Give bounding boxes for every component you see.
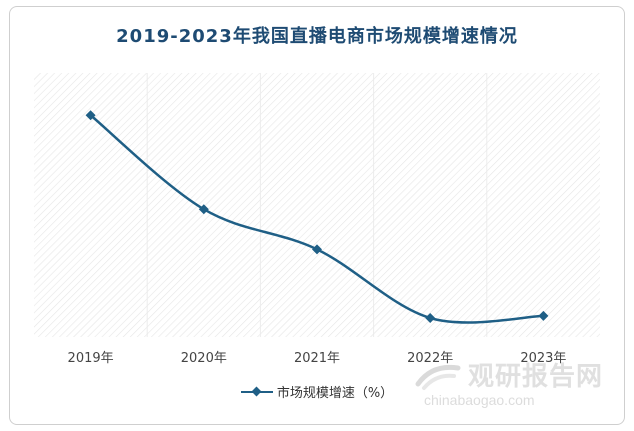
watermark: 观研报告网 chinabaogao.com <box>414 356 624 416</box>
legend-label: 市场规模增速（%） <box>276 386 394 401</box>
data-point <box>85 110 96 121</box>
brand-logo-icon <box>415 364 461 390</box>
legend-item: 市场规模增速（%） <box>240 382 394 401</box>
watermark-brand: 观研报告网 <box>468 362 604 392</box>
data-point <box>425 312 436 323</box>
data-point <box>198 204 209 215</box>
x-tick-label: 2019年 <box>68 351 114 366</box>
data-point <box>538 310 549 321</box>
x-tick-label: 2020年 <box>181 351 227 366</box>
chart-title: 2019-2023年我国直播电商市场规模增速情况 <box>116 26 518 47</box>
watermark-url: chinabaogao.com <box>424 392 535 408</box>
x-tick-label: 2021年 <box>294 351 340 366</box>
plot-area <box>34 73 600 337</box>
x-tick-label: 2023年 <box>520 351 566 366</box>
data-point <box>312 244 322 255</box>
x-tick-label: 2022年 <box>407 351 453 366</box>
legend: 市场规模增速（%） <box>0 382 634 402</box>
legend-line-diamond-icon <box>240 386 273 398</box>
